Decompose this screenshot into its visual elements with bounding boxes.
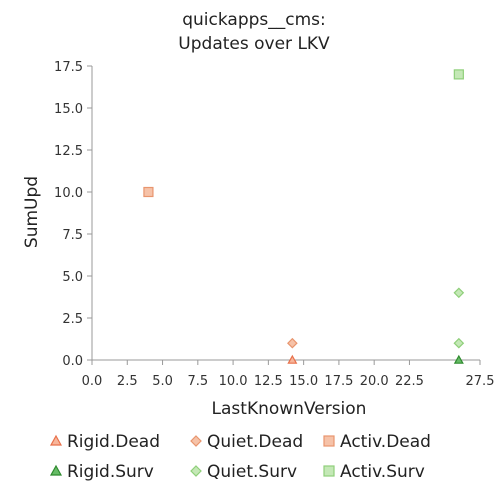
point-activ-dead: [143, 186, 154, 198]
point-quiet-dead: [287, 337, 298, 349]
point-activ-surv: [453, 69, 464, 80]
x-tick-label: 20.0: [360, 374, 389, 389]
x-tick-label: 12.5: [254, 374, 283, 389]
point-rigid-dead: [287, 354, 298, 364]
plot-axes: [91, 66, 480, 361]
legend-label-quiet-dead: Quiet.Dead: [207, 432, 303, 452]
y-tick-label: 15.0: [54, 102, 83, 117]
legend-label-quiet-surv: Quiet.Surv: [207, 462, 297, 482]
y-tick-label: 2.5: [62, 312, 83, 327]
legend: Rigid.Dead Quiet.Dead Activ.Dead Rigid.Surv…: [49, 432, 431, 482]
legend-marker-rigid-dead: [49, 434, 63, 446]
legend-marker-quiet-dead: [190, 435, 202, 447]
x-tick-label: 10.0: [219, 374, 248, 389]
axis-ticks: 0.0 2.5 5.0 7.5 10.0 12.5 15.0 17.5 0.0 2.5 5.0 7.5…: [54, 60, 494, 389]
y-tick-label: 7.5: [62, 228, 83, 243]
y-tick-label: 12.5: [54, 144, 83, 159]
point-rigid-surv: [453, 354, 464, 364]
x-tick-label: 15.0: [289, 374, 318, 389]
y-tick-label: 5.0: [62, 270, 83, 285]
legend-marker-activ-surv: [323, 465, 335, 477]
legend-marker-rigid-surv: [49, 464, 63, 476]
legend-label-activ-dead: Activ.Dead: [340, 432, 431, 452]
x-tick-label: 7.5: [187, 374, 208, 389]
data-points: [143, 69, 465, 364]
x-tick-label: 22.5: [395, 374, 424, 389]
x-tick-label: 2.5: [117, 374, 138, 389]
chart-title-line-2: Updates over LKV: [178, 34, 330, 54]
y-tick-label: 17.5: [54, 60, 83, 75]
y-tick-label: 0.0: [62, 354, 83, 369]
y-tick-label: 10.0: [54, 186, 83, 201]
x-tick-label: 0.0: [82, 374, 103, 389]
legend-marker-activ-dead: [323, 435, 335, 447]
x-tick-label: 5.0: [152, 374, 173, 389]
legend-label-rigid-surv: Rigid.Surv: [67, 462, 154, 482]
legend-label-activ-surv: Activ.Surv: [340, 462, 425, 482]
x-tick-label: 17.5: [324, 374, 353, 389]
legend-marker-quiet-surv: [190, 465, 202, 477]
point-quiet-surv: [453, 337, 465, 349]
legend-label-rigid-dead: Rigid.Dead: [67, 432, 160, 452]
point-quiet-surv: [453, 287, 465, 299]
x-tick-label: 27.5: [466, 374, 495, 389]
chart-title-line-1: quickapps__cms:: [182, 10, 326, 30]
x-axis-label: LastKnownVersion: [212, 399, 367, 419]
y-axis-label: SumUpd: [22, 176, 42, 248]
